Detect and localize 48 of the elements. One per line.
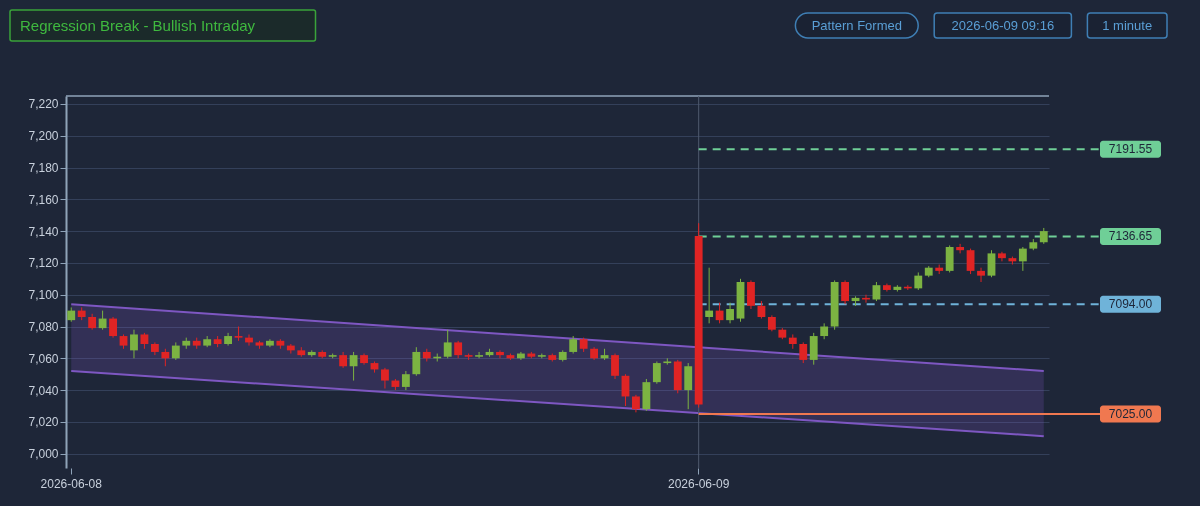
- text: Pattern Formed: [811, 17, 902, 33]
- candlestick: [611, 353, 619, 380]
- y-tick-label: 7,140: [28, 224, 59, 239]
- candlestick: [966, 248, 975, 275]
- candlestick: [1018, 246, 1027, 272]
- ref-line-label: 7191.55: [1108, 142, 1153, 157]
- ref-line-label: 7025.00: [1108, 406, 1153, 421]
- candlestick: [987, 249, 996, 278]
- candlestick: [349, 351, 358, 382]
- ref-line-label: 7136.65: [1108, 229, 1153, 244]
- candlestick: [799, 341, 808, 364]
- candlestick: [956, 243, 965, 254]
- x-tick-label: 2026-06-09: [667, 476, 730, 491]
- candlestick: [401, 370, 410, 391]
- y-tick-label: 7,220: [28, 97, 59, 112]
- y-tick-label: 7,080: [28, 320, 59, 335]
- candlestick: [945, 244, 954, 273]
- text: 1 minute: [1102, 17, 1153, 33]
- candlestick: [98, 310, 107, 331]
- y-tick-label: 7,160: [28, 192, 59, 207]
- candlestick: [684, 362, 693, 410]
- candlestick: [109, 316, 117, 339]
- y-tick-label: 7,180: [28, 161, 59, 176]
- candlestick: [652, 360, 661, 385]
- candlestick: [130, 329, 138, 359]
- candlestick: [841, 279, 849, 305]
- y-tick-label: 7,040: [28, 383, 59, 398]
- y-tick-label: 7,100: [28, 288, 59, 303]
- candlestick: [705, 267, 714, 324]
- candlestick: [747, 279, 755, 310]
- y-tick-label: 7,200: [28, 129, 59, 144]
- candlestick: [412, 346, 421, 377]
- candlestick: [443, 329, 452, 359]
- candlestick: [381, 367, 389, 390]
- candlestick: [475, 351, 483, 359]
- candlestick: [726, 302, 734, 324]
- candlestick: [977, 267, 985, 283]
- chart-title: Regression Break - Bullish Intraday: [20, 17, 256, 34]
- y-tick-label: 7,000: [28, 447, 59, 462]
- y-tick-label: 7,060: [28, 351, 59, 366]
- candlestick: [496, 349, 504, 359]
- y-tick-label: 7,120: [28, 256, 59, 271]
- candlestick: [809, 332, 818, 366]
- candlestick: [715, 302, 724, 324]
- x-tick-label: 2026-06-08: [40, 476, 103, 491]
- ref-line-label: 7094.00: [1108, 297, 1153, 312]
- text: 2026-06-09 09:16: [951, 17, 1055, 33]
- y-tick-label: 7,020: [28, 415, 59, 430]
